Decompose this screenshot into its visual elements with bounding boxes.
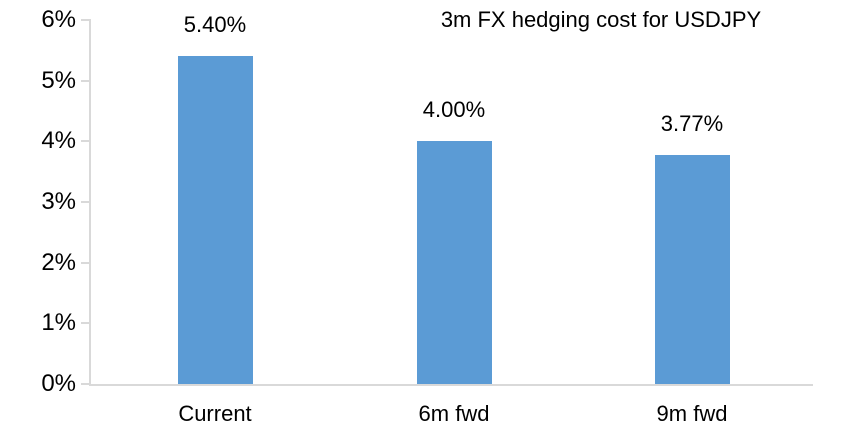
- bar-current: [177, 56, 253, 384]
- y-axis-tick-label: 1%: [41, 309, 76, 336]
- bar-value-label: 3.77%: [660, 111, 724, 136]
- bar-6m-fwd: [416, 141, 492, 384]
- y-axis-tick-label: 0%: [41, 370, 76, 397]
- y-axis-tick-label: 5%: [41, 67, 76, 94]
- y-axis-tick-mark: [81, 80, 89, 82]
- y-axis-tick-label: 3%: [41, 188, 76, 215]
- y-axis-tick-label: 2%: [41, 249, 76, 276]
- x-category-label: 9m fwd: [656, 401, 728, 426]
- y-axis-tick-label: 4%: [41, 127, 76, 154]
- y-axis-line: [89, 19, 91, 386]
- y-axis-tick-mark: [81, 262, 89, 264]
- y-axis-tick-mark: [81, 201, 89, 203]
- x-category-label: Current: [178, 401, 252, 426]
- x-category-label: 6m fwd: [418, 401, 490, 426]
- bar-9m-fwd: [654, 155, 730, 384]
- y-axis-tick-mark: [81, 140, 89, 142]
- chart-title: 3m FX hedging cost for USDJPY: [440, 7, 762, 32]
- y-axis-tick-mark: [81, 383, 89, 385]
- y-axis-tick-mark: [81, 19, 89, 21]
- x-axis-line: [89, 384, 813, 386]
- bar-value-label: 4.00%: [422, 97, 486, 122]
- y-axis-tick-label: 6%: [41, 6, 76, 33]
- y-axis-tick-mark: [81, 322, 89, 324]
- bar-value-label: 5.40%: [183, 12, 247, 37]
